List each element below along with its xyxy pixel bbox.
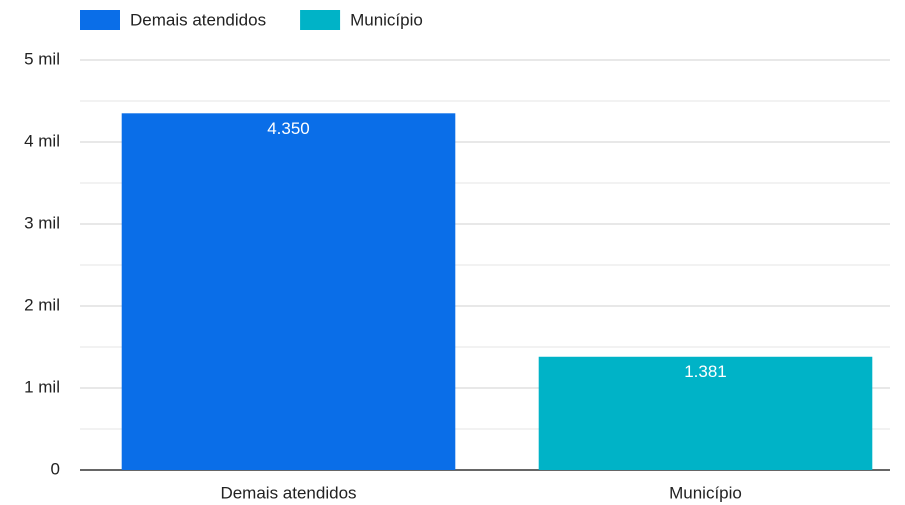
data-label: 1.381 (684, 362, 727, 381)
x-tick-label: Município (669, 483, 742, 502)
y-tick-label: 3 mil (24, 213, 60, 232)
y-tick-label: 0 (51, 459, 60, 478)
legend-swatch (80, 10, 120, 30)
y-tick-label: 1 mil (24, 377, 60, 396)
bar (121, 113, 456, 471)
x-tick-label: Demais atendidos (220, 483, 356, 502)
y-tick-label: 4 mil (24, 131, 60, 150)
data-label: 4.350 (267, 119, 310, 138)
legend-label: Demais atendidos (130, 10, 266, 29)
legend-label: Município (350, 10, 423, 29)
legend-swatch (300, 10, 341, 30)
bar (538, 356, 873, 470)
y-tick-label: 2 mil (24, 295, 60, 314)
y-tick-label: 5 mil (24, 49, 60, 68)
